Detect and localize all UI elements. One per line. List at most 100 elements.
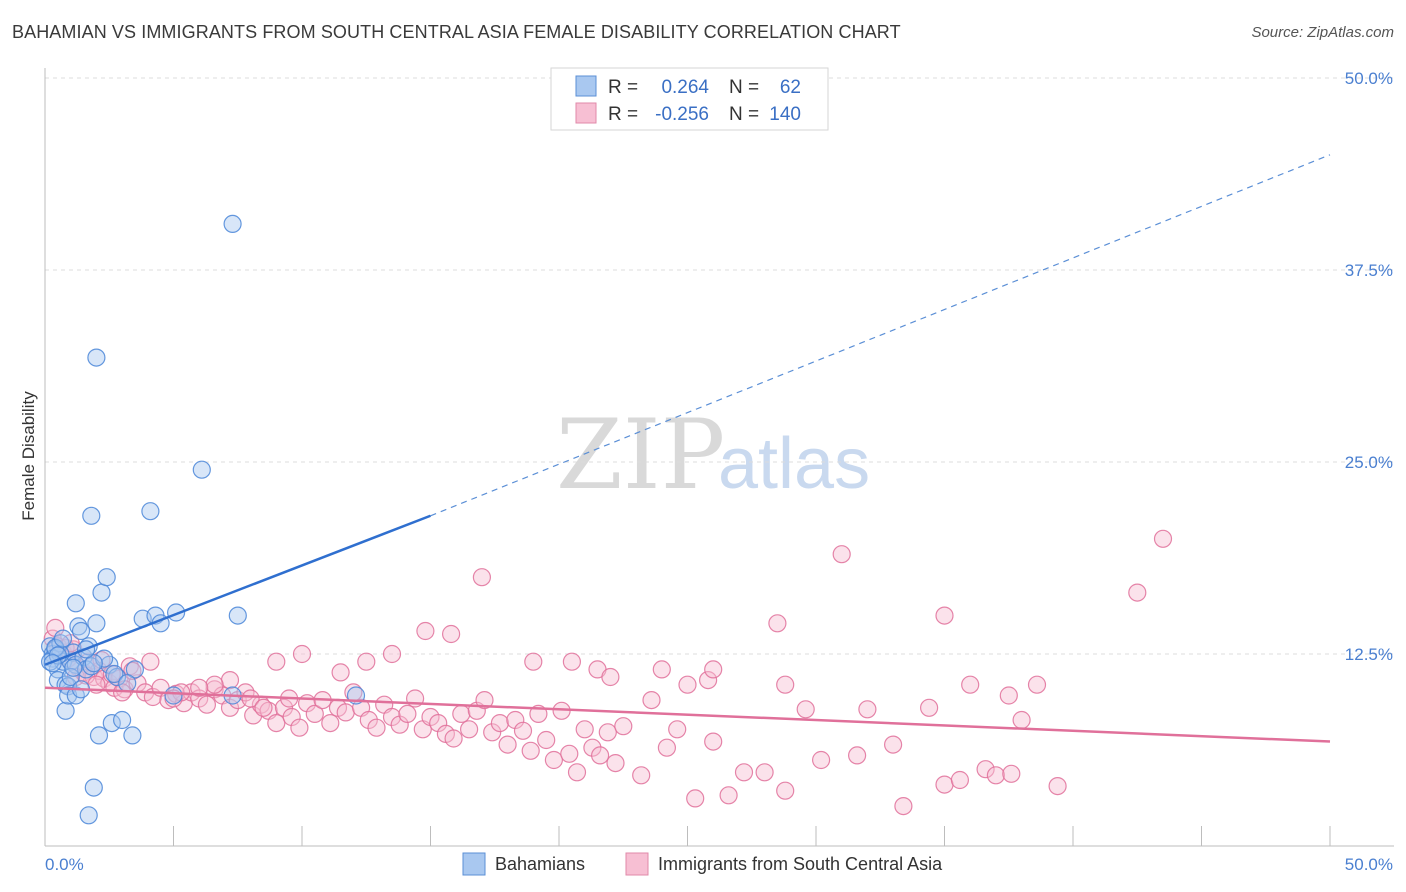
point-immigrants-103 [1002,764,1021,783]
point-immigrants-49 [382,707,402,727]
point-immigrants-97 [894,796,913,816]
bottom-legend-swatch-immigrants [625,852,649,876]
point-bahamians-37 [82,506,101,525]
point-immigrants-62 [483,723,502,742]
point-immigrants-111 [1153,529,1173,548]
point-bahamians-45 [56,701,75,720]
point-bahamians-27 [123,726,142,745]
chart-source: Source: ZipAtlas.com [1251,24,1394,41]
point-immigrants-66 [513,721,533,740]
point-bahamians-58 [118,674,137,693]
point-immigrants-117 [562,652,582,671]
point-immigrants-67 [521,741,540,760]
y-tick-label-2: 37.5% [1345,261,1393,280]
y-tick-label-3: 50.0% [1345,69,1393,88]
tick-labels: 12.5% 25.0% 37.5% 50.0% 0.0% 50.0% [45,69,1393,874]
point-immigrants-92 [811,750,831,770]
point-immigrants-108 [999,686,1018,705]
point-immigrants-73 [567,763,587,782]
point-immigrants-82 [657,738,677,757]
legend-r-label-1: R = [608,77,638,98]
legend-r-value-1: 0.264 [661,77,709,98]
x-tick-label-0: 0.0% [45,855,84,874]
bottom-legend: Bahamians Immigrants from South Central … [462,852,943,876]
point-immigrants-88 [734,763,754,782]
y-axis-label: Female Disability [19,391,38,521]
point-immigrants-96 [883,735,903,754]
point-immigrants-133 [141,652,160,671]
point-immigrants-107 [961,675,980,694]
point-immigrants-51 [398,704,417,724]
point-immigrants-81 [642,690,661,710]
point-immigrants-123 [768,614,787,633]
grid-lines [45,77,1394,655]
point-immigrants-41 [321,713,340,733]
point-immigrants-43 [336,703,355,722]
point-bahamians-42 [84,778,103,797]
point-immigrants-78 [606,753,625,773]
point-bahamians-24 [107,667,127,687]
point-immigrants-116 [524,652,543,671]
point-bahamians-55 [64,658,83,677]
x-tick-label-1: 50.0% [1345,855,1393,874]
point-immigrants-59 [460,720,479,739]
point-immigrants-122 [704,660,723,679]
point-bahamians-41 [223,214,242,233]
point-immigrants-99 [935,775,954,794]
point-bahamians-28 [125,660,144,679]
point-immigrants-47 [367,718,386,737]
point-immigrants-93 [832,545,851,564]
point-immigrants-125 [220,670,240,690]
bottom-legend-swatch-bahamians [462,852,486,876]
chart-title: BAHAMIAN VS IMMIGRANTS FROM SOUTH CENTRA… [12,22,901,42]
point-bahamians-20 [87,614,106,633]
point-immigrants-146 [254,698,273,717]
point-immigrants-113 [416,621,435,641]
point-immigrants-121 [678,675,697,694]
legend-n-label-2: N = [729,104,759,125]
point-immigrants-80 [632,766,651,785]
legend-swatch-immigrants [575,102,597,124]
bottom-legend-label-bahamians: Bahamians [495,854,585,874]
point-immigrants-74 [575,720,594,739]
point-immigrants-112 [382,644,402,664]
point-immigrants-94 [847,746,867,765]
point-immigrants-87 [719,786,738,805]
point-immigrants-70 [544,750,564,770]
legend-n-value-1: 62 [780,77,801,98]
legend-r-value-2: -0.256 [655,104,709,125]
trend-line-bahamians-extension [430,154,1331,517]
point-bahamians-52 [94,649,114,668]
point-immigrants-101 [976,760,995,779]
point-immigrants-105 [1048,776,1067,796]
point-immigrants-85 [698,670,718,690]
point-immigrants-75 [583,738,602,757]
point-bahamians-35 [228,606,247,625]
point-immigrants-102 [986,766,1006,785]
watermark-atlas: atlas [718,424,870,504]
point-bahamians-57 [105,664,124,684]
point-bahamians-40 [87,348,106,367]
point-bahamians-22 [97,568,116,587]
point-immigrants-145 [190,678,209,697]
point-bahamians-21 [92,583,111,602]
trend-lines [44,154,1331,743]
point-immigrants-72 [560,744,579,763]
trend-line-immigrants [44,686,1331,743]
point-immigrants-90 [776,781,795,800]
point-bahamians-15 [71,621,91,641]
point-bahamians-26 [112,710,132,730]
point-immigrants-61 [475,690,494,710]
data-points [40,214,1173,825]
point-immigrants-39 [305,704,324,724]
point-immigrants-91 [796,700,815,719]
point-bahamians-59 [53,629,73,648]
point-immigrants-34 [267,713,286,733]
point-immigrants-109 [1012,710,1031,730]
point-immigrants-126 [267,652,286,671]
watermark: ZIP atlas [556,399,870,511]
watermark-zip: ZIP [556,399,725,511]
point-immigrants-106 [935,606,954,625]
point-immigrants-57 [444,729,463,748]
